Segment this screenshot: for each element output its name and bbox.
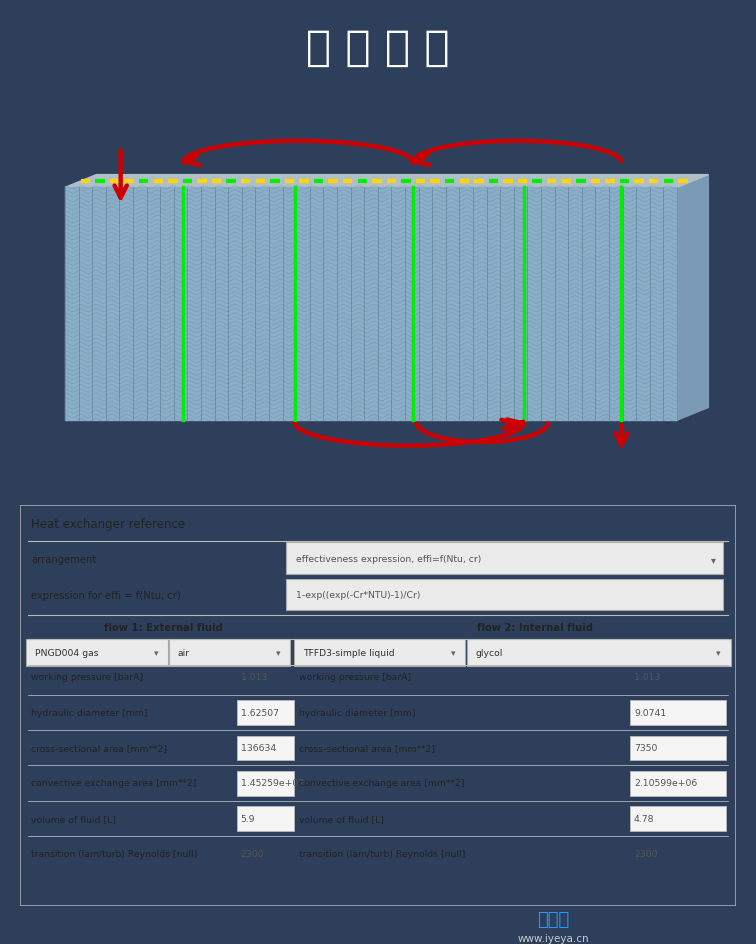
Text: arrangement: arrangement: [31, 554, 96, 565]
Text: hydraulic diameter [mm]: hydraulic diameter [mm]: [31, 708, 147, 716]
Text: 4.78: 4.78: [634, 814, 655, 823]
Text: volume of fluid [L]: volume of fluid [L]: [299, 814, 384, 823]
FancyBboxPatch shape: [237, 806, 293, 832]
FancyBboxPatch shape: [237, 700, 293, 725]
Text: expression for effi = f(Ntu, cr): expression for effi = f(Ntu, cr): [31, 590, 181, 600]
FancyBboxPatch shape: [237, 771, 293, 796]
Text: ▾: ▾: [716, 649, 720, 657]
Text: Heat exchanger reference: Heat exchanger reference: [31, 517, 185, 531]
FancyBboxPatch shape: [631, 771, 727, 796]
Text: 7350: 7350: [634, 743, 658, 752]
Text: 1.45259e+07: 1.45259e+07: [240, 779, 304, 787]
Text: ▾: ▾: [451, 649, 455, 657]
Text: air: air: [178, 649, 190, 657]
Text: cross-sectional area [mm**2]: cross-sectional area [mm**2]: [31, 743, 167, 752]
Text: 1-exp((exp(-Cr*NTU)-1)/Cr): 1-exp((exp(-Cr*NTU)-1)/Cr): [296, 591, 420, 599]
FancyBboxPatch shape: [631, 700, 727, 725]
Text: ▾: ▾: [276, 649, 280, 657]
Text: transition (lam/turb) Reynolds [null]: transition (lam/turb) Reynolds [null]: [299, 850, 466, 858]
Text: effectiveness expression, effi=f(Ntu, cr): effectiveness expression, effi=f(Ntu, cr…: [296, 555, 481, 564]
Text: www.iyeya.cn: www.iyeya.cn: [517, 933, 589, 943]
FancyBboxPatch shape: [237, 735, 293, 761]
Text: 1.62507: 1.62507: [240, 708, 279, 716]
Polygon shape: [677, 176, 708, 421]
Text: convective exchange area [mm**2]: convective exchange area [mm**2]: [299, 779, 465, 787]
Polygon shape: [65, 188, 677, 421]
Text: glycol: glycol: [476, 649, 503, 657]
Text: 2.10599e+06: 2.10599e+06: [634, 779, 697, 787]
Text: 136634: 136634: [240, 743, 276, 752]
Text: ▾: ▾: [154, 649, 159, 657]
FancyBboxPatch shape: [169, 639, 290, 666]
Text: flow 2: Internal fluid: flow 2: Internal fluid: [477, 622, 593, 632]
Text: flow 1: External fluid: flow 1: External fluid: [104, 622, 223, 632]
FancyBboxPatch shape: [287, 580, 723, 611]
Text: convective exchange area [mm**2]: convective exchange area [mm**2]: [31, 779, 197, 787]
Text: 5.9: 5.9: [240, 814, 256, 823]
Text: 9.0741: 9.0741: [634, 708, 666, 716]
Text: 爱液压: 爱液压: [537, 910, 569, 928]
FancyBboxPatch shape: [631, 806, 727, 832]
FancyBboxPatch shape: [466, 639, 730, 666]
Text: 1.013: 1.013: [240, 673, 267, 682]
Text: PNGD004 gas: PNGD004 gas: [35, 649, 98, 657]
FancyBboxPatch shape: [287, 542, 723, 575]
Text: working pressure [barA]: working pressure [barA]: [31, 673, 144, 682]
FancyBboxPatch shape: [294, 639, 465, 666]
Text: working pressure [barA]: working pressure [barA]: [299, 673, 411, 682]
Text: ▾: ▾: [711, 554, 715, 565]
Text: volume of fluid [L]: volume of fluid [L]: [31, 814, 116, 823]
FancyBboxPatch shape: [631, 735, 727, 761]
Text: 2300: 2300: [240, 850, 264, 858]
Text: 课 程 介 绍: 课 程 介 绍: [306, 26, 450, 69]
Text: TFFD3-simple liquid: TFFD3-simple liquid: [303, 649, 395, 657]
FancyBboxPatch shape: [26, 639, 169, 666]
Text: hydraulic diameter [mm]: hydraulic diameter [mm]: [299, 708, 416, 716]
Text: 2300: 2300: [634, 850, 658, 858]
Text: 1.013: 1.013: [634, 673, 661, 682]
Text: cross-sectional area [mm**2]: cross-sectional area [mm**2]: [299, 743, 435, 752]
Polygon shape: [65, 176, 708, 188]
Text: transition (lam/turb) Reynolds [null]: transition (lam/turb) Reynolds [null]: [31, 850, 197, 858]
